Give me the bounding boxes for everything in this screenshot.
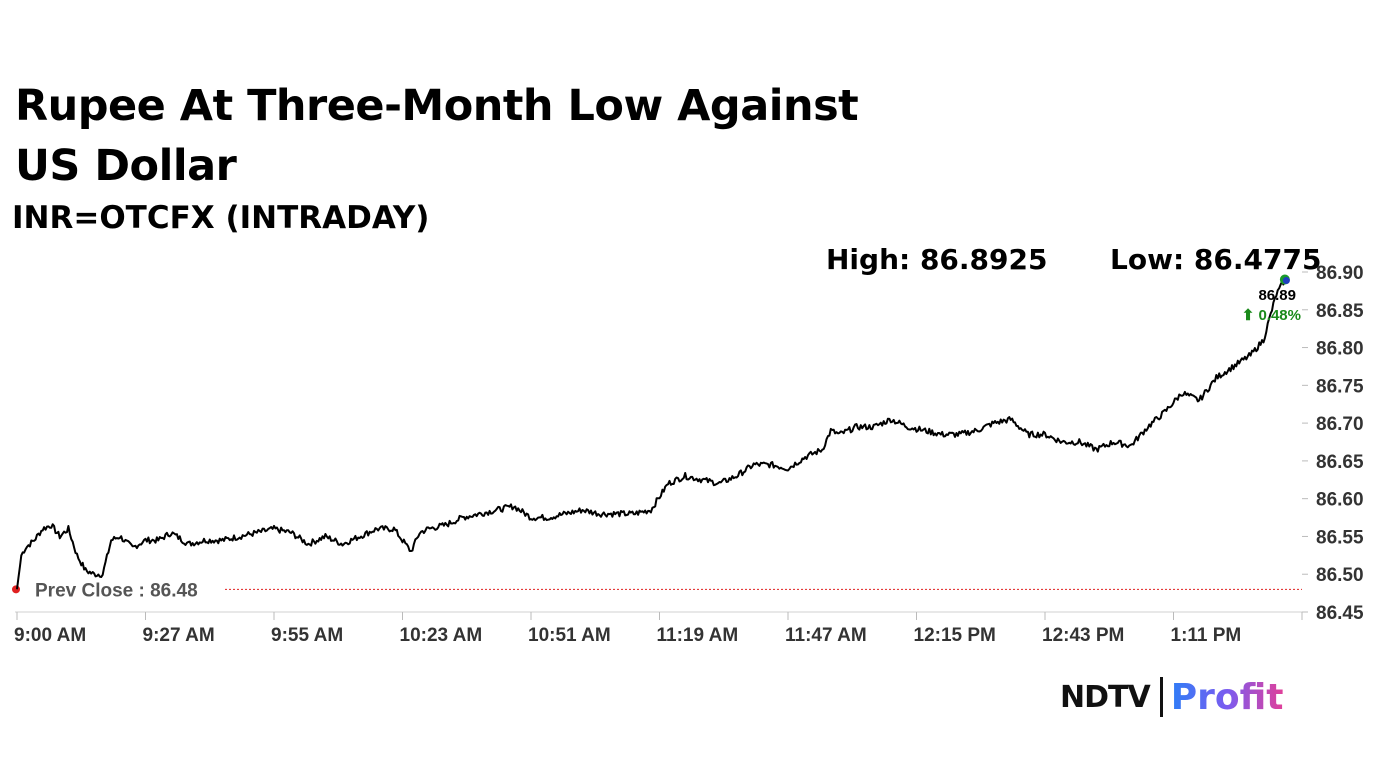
x-tick-label: 11:19 AM: [657, 625, 739, 646]
high-value-label: High: 86.8925: [826, 243, 1048, 276]
last-value-label: 86.89: [1258, 287, 1296, 304]
y-tick-label: 86.55: [1316, 527, 1364, 548]
y-tick-label: 86.65: [1316, 452, 1364, 473]
logo-profit-text: Profit: [1170, 676, 1284, 718]
x-axis-ticks: 9:00 AM 9:27 AM 9:55 AM 10:23 AM 10:51 AM 11:…: [14, 612, 1303, 646]
y-tick-label: 86.75: [1316, 376, 1364, 397]
x-tick-label: 9:27 AM: [143, 625, 215, 646]
logo-divider: [1159, 677, 1163, 717]
logo-ndtv-text: NDTV: [1060, 679, 1151, 715]
x-tick-label: 10:23 AM: [400, 625, 483, 646]
last-change-label: ⬆ 0.48%: [1242, 307, 1301, 324]
x-tick-label: 9:00 AM: [14, 625, 86, 646]
y-tick-label: 86.90: [1316, 263, 1364, 284]
price-series-line: [16, 279, 1286, 590]
y-tick-label: 86.60: [1316, 490, 1364, 511]
y-tick-label: 86.70: [1316, 414, 1364, 435]
x-tick-label: 12:15 PM: [914, 625, 996, 646]
chart-subtitle: INR=OTCFX (INTRADAY): [12, 200, 430, 236]
prev-close-label: Prev Close : 86.48: [35, 580, 198, 601]
y-tick-label: 86.50: [1316, 565, 1364, 586]
x-tick-label: 11:47 AM: [785, 625, 867, 646]
y-tick-label: 86.45: [1316, 603, 1364, 624]
low-value-label: Low: 86.4775: [1110, 243, 1322, 276]
y-tick-label: 86.85: [1316, 301, 1364, 322]
x-tick-label: 9:55 AM: [271, 625, 343, 646]
y-tick-label: 86.80: [1316, 339, 1364, 360]
prev-close-dot: [12, 585, 20, 594]
x-tick-label: 10:51 AM: [528, 625, 611, 646]
ndtv-profit-logo: NDTV Profit: [1060, 674, 1283, 720]
x-tick-label: 1:11 PM: [1171, 625, 1242, 646]
y-axis-ticks: 86.90 86.85 86.80 86.75 86.70 86.65 86.60 86.55…: [1302, 263, 1364, 624]
last-point-marker-inner: [1282, 277, 1290, 285]
x-tick-label: 12:43 PM: [1042, 625, 1124, 646]
chart-title: Rupee At Three-Month Low Against US Doll…: [15, 81, 859, 191]
